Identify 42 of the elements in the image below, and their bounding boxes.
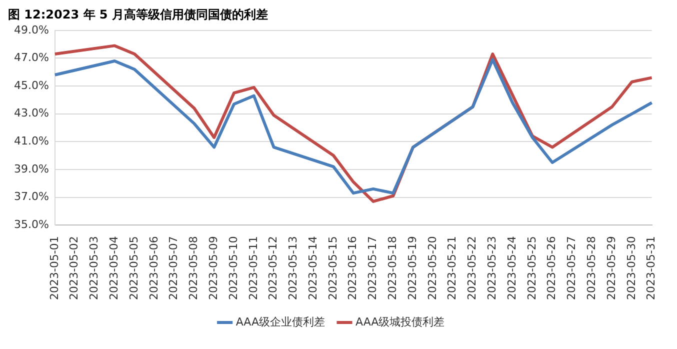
x-tick-label: 2023-05-21 [446,236,459,300]
x-tick-label: 2023-05-29 [604,236,618,300]
x-tick-label: 2023-05-06 [147,236,160,300]
x-tick-label: 2023-05-02 [68,236,81,300]
x-tick-label: 2023-05-05 [127,236,140,300]
y-tick-label: 35.0% [14,218,49,231]
y-tick-label: 41.0% [14,134,49,148]
x-tick-label: 2023-05-24 [505,236,518,300]
x-tick-label: 2023-05-18 [386,236,400,300]
x-tick-label: 2023-05-23 [486,236,498,300]
y-tick-label: 43.0% [14,106,49,120]
x-tick-label: 2023-05-11 [246,236,260,300]
x-tick-label: 2023-05-09 [206,236,220,300]
y-tick-label: 45.0% [14,78,49,92]
chart-title: 图 12:2023 年 5 月高等级信用债同国债的利差 [8,7,268,22]
y-tick-label: 37.0% [14,190,49,204]
x-tick-label: 2023-05-20 [426,236,439,300]
x-tick-label: 2023-05-13 [286,236,300,300]
x-tick-label: 2023-05-07 [167,236,180,300]
x-tick-label: 2023-05-22 [466,236,479,300]
x-tick-label: 2023-05-31 [644,236,658,300]
x-tick-label: 2023-05-28 [584,236,598,300]
x-tick-label: 2023-05-26 [545,236,558,300]
x-tick-label: 2023-05-15 [326,236,340,300]
legend-label: AAA级企业债利差 [236,315,325,328]
x-tick-label: 2023-05-04 [107,236,120,300]
x-tick-label: 2023-05-19 [406,236,419,300]
x-tick-label: 2023-05-03 [88,236,101,300]
x-tick-label: 2023-05-10 [226,236,240,300]
x-tick-label: 2023-05-12 [266,236,280,300]
x-tick-label: 2023-05-27 [565,236,578,300]
y-tick-label: 47.0% [14,51,49,64]
y-tick-label: 49.0% [14,23,49,36]
x-tick-label: 2023-05-14 [306,236,320,300]
x-tick-label: 2023-05-01 [48,236,61,300]
x-tick-label: 2023-05-17 [366,236,380,300]
x-tick-label: 2023-05-30 [624,236,638,300]
legend-label: AAA级城投债利差 [356,315,445,328]
x-tick-label: 2023-05-25 [525,236,538,300]
y-tick-label: 39.0% [14,162,49,176]
x-tick-label: 2023-05-16 [346,236,360,300]
x-tick-label: 2023-05-08 [187,236,200,300]
